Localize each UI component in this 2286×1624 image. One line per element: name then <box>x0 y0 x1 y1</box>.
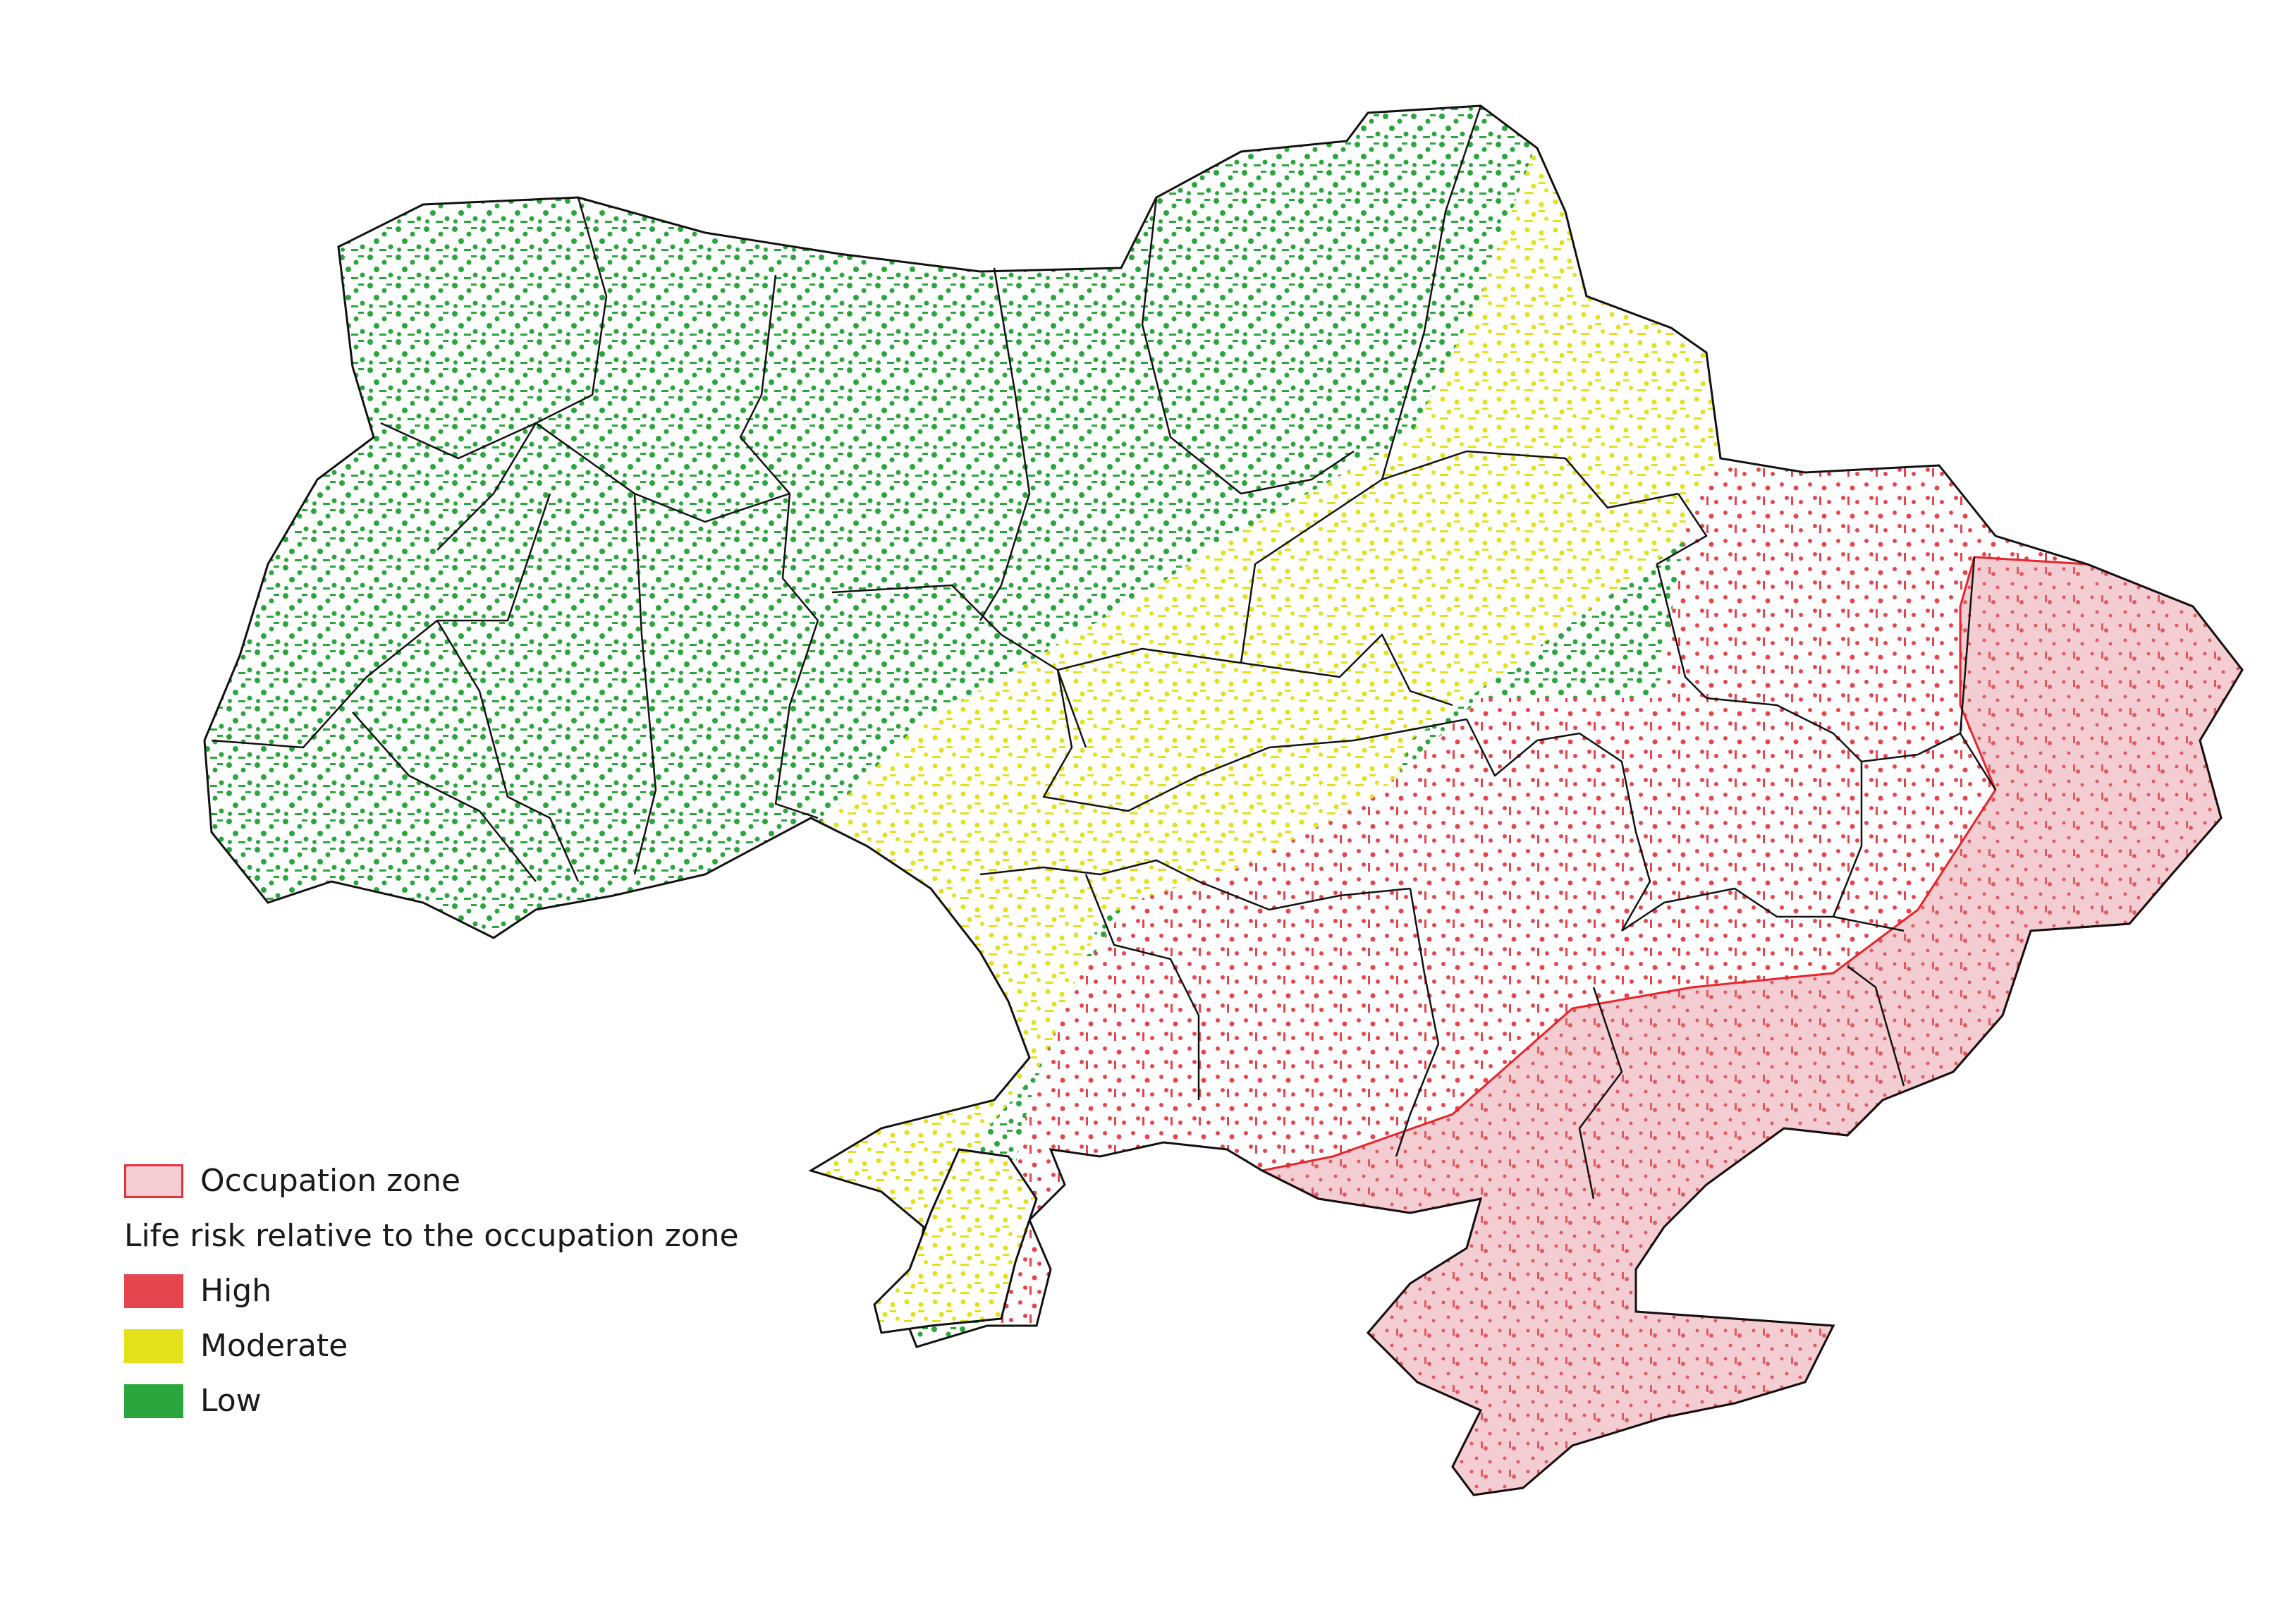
high-swatch <box>124 1274 183 1308</box>
moderate-swatch <box>124 1329 183 1363</box>
southwest-enclave <box>873 1148 1038 1334</box>
legend-item-high: High <box>124 1264 739 1319</box>
moderate-risk-zone <box>811 141 1749 1340</box>
legend-item-low: Low <box>124 1374 739 1429</box>
legend-label-high: High <box>200 1273 272 1309</box>
legend-label-moderate: Moderate <box>200 1328 348 1364</box>
occupation-swatch <box>124 1164 183 1198</box>
occupation-label: Occupation zone <box>200 1163 461 1199</box>
legend-heading: Life risk relative to the occupation zon… <box>124 1218 739 1254</box>
legend-item-moderate: Moderate <box>124 1319 739 1374</box>
legend-label-low: Low <box>200 1383 262 1419</box>
low-swatch <box>124 1384 183 1418</box>
map-legend: Occupation zone Life risk relative to th… <box>124 1154 739 1429</box>
region-borders <box>211 105 1997 1199</box>
legend-occupation-row: Occupation zone <box>124 1154 739 1209</box>
